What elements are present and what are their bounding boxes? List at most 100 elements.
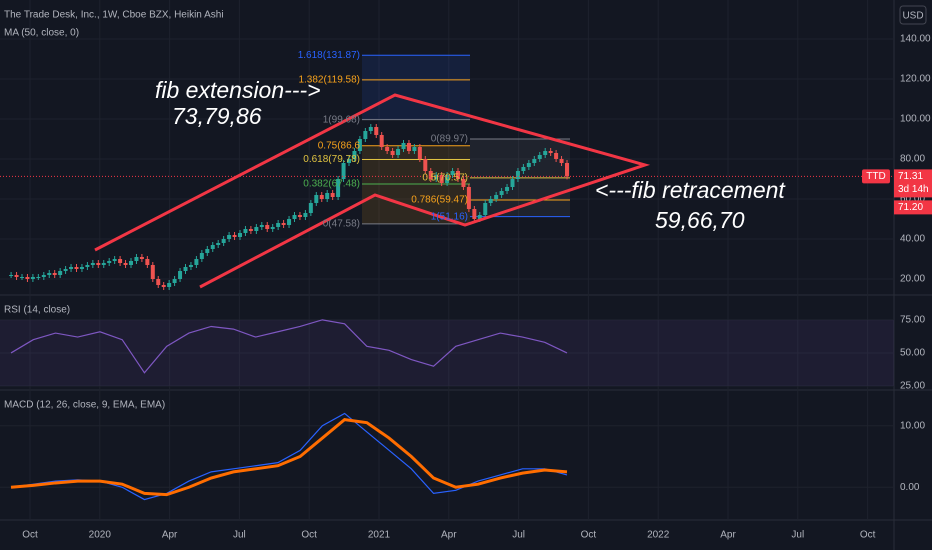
candle: [532, 159, 537, 163]
candle: [30, 277, 35, 279]
y-tick-label: 10.00: [900, 420, 925, 431]
candle: [401, 143, 406, 149]
countdown-tag: 3d 14h: [898, 184, 929, 195]
candle: [25, 277, 30, 279]
indicator-label: RSI (14, close): [4, 305, 70, 316]
trend-lines: [94, 93, 651, 289]
candle: [145, 259, 150, 265]
y-tick-label: 120.00: [900, 74, 931, 85]
candle: [85, 265, 90, 267]
candle: [521, 167, 526, 171]
candle: [188, 265, 193, 267]
candle: [357, 139, 362, 151]
last-price-tag: 71.31: [898, 171, 923, 182]
x-tick-label: Oct: [581, 530, 597, 541]
candle: [292, 215, 297, 219]
candle: [161, 285, 166, 287]
y-tick-label: 80.00: [900, 154, 925, 165]
candle: [101, 263, 106, 265]
candle: [74, 267, 79, 269]
candle: [412, 147, 417, 151]
candle: [265, 225, 270, 229]
candle: [79, 267, 84, 269]
x-tick-label: Apr: [162, 530, 178, 541]
candle: [63, 269, 68, 271]
candle: [183, 267, 188, 271]
y-tick-label: 75.00: [900, 314, 925, 325]
candle: [336, 179, 341, 197]
annotation: 73,79,86: [172, 103, 262, 129]
candle: [297, 215, 302, 217]
y-tick-label: 0.00: [900, 482, 920, 493]
candle: [96, 263, 101, 265]
x-tick-label: 2022: [647, 530, 670, 541]
candle: [303, 213, 308, 217]
currency-box[interactable]: [899, 5, 927, 25]
fib-label: 1.382(119.58): [298, 74, 360, 85]
candle: [20, 277, 24, 278]
candle: [36, 277, 41, 278]
candle: [428, 171, 433, 179]
y-tick-label: 25.00: [900, 381, 925, 392]
indicator-line: [10, 319, 568, 374]
candle: [515, 171, 520, 179]
candle: [150, 265, 155, 279]
candle: [390, 151, 395, 155]
candle: [472, 209, 477, 219]
candle: [417, 147, 422, 159]
candle: [254, 227, 259, 231]
candle: [347, 159, 351, 163]
grid: [0, 0, 894, 520]
candle: [385, 147, 390, 151]
y-tick-label: 100.00: [900, 114, 931, 125]
candle: [134, 257, 139, 261]
candle: [352, 151, 357, 159]
indicator-line: [10, 418, 568, 497]
candle: [227, 235, 232, 239]
candle: [14, 275, 19, 277]
candle: [488, 199, 493, 203]
x-tick-label: 2020: [89, 530, 112, 541]
y-tick-label: 40.00: [900, 234, 925, 245]
candle: [439, 175, 444, 183]
candle: [276, 223, 281, 227]
fib-label: 0.5(70.57): [422, 173, 468, 184]
other-price-tag: 71.20: [898, 202, 923, 213]
fib-label: 0.382(67.48): [303, 179, 360, 190]
candle: [314, 195, 319, 203]
candle: [199, 253, 204, 259]
candle: [434, 175, 439, 179]
candle: [123, 263, 128, 265]
candle: [543, 151, 548, 155]
fib-label: 0.75(86.6: [318, 140, 361, 151]
labels: Oct 2020 Apr Jul Oct 2021 Apr Jul Oct 2022 Apr Jul O…: [22, 34, 932, 541]
candle: [548, 151, 553, 153]
candle: [537, 155, 542, 159]
x-tick-label: Apr: [441, 530, 457, 541]
candle: [483, 203, 488, 215]
candle: [319, 195, 324, 199]
x-tick-label: Oct: [301, 530, 317, 541]
tag-box: [862, 169, 890, 184]
tag-box: [894, 200, 932, 215]
candle: [41, 275, 46, 277]
candle: [205, 249, 210, 253]
candle: [167, 283, 172, 287]
fib-label: 0.618(79.78): [303, 154, 360, 165]
candle: [129, 261, 133, 265]
candle: [118, 259, 123, 263]
candle: [477, 215, 482, 219]
candle: [423, 159, 428, 171]
candle: [379, 135, 384, 147]
x-tick-label: 2021: [368, 530, 391, 541]
fib-zone: [362, 145, 470, 224]
candle: [248, 229, 253, 231]
candle: [505, 187, 510, 191]
candle: [232, 235, 237, 237]
fib-label: 1(99.68): [323, 114, 360, 125]
rsi-band: [0, 319, 894, 387]
currency[interactable]: USD: [902, 11, 923, 22]
x-tick-label: Jul: [233, 530, 246, 541]
candle: [194, 259, 199, 265]
